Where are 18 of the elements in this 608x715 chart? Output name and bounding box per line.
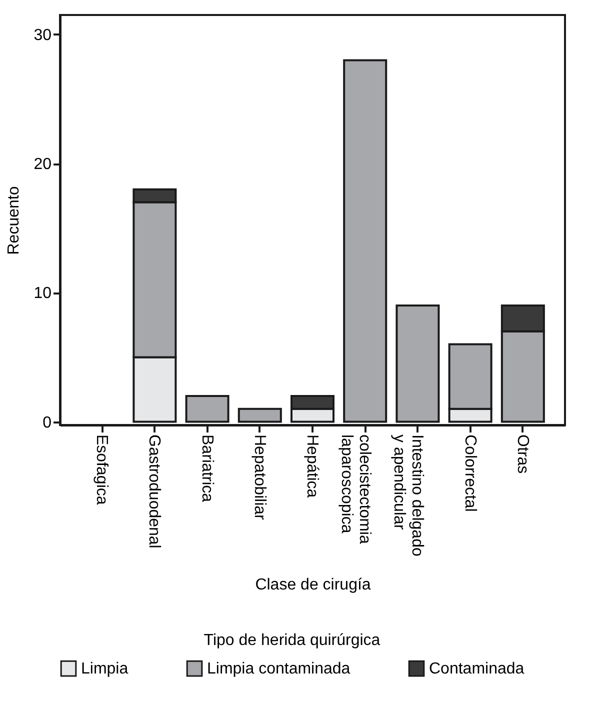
x-tick-label: Gastroduodenal: [146, 434, 163, 548]
y-tick-label: 10: [34, 285, 52, 302]
y-tick-label: 20: [34, 156, 52, 174]
x-tick-label: colecistectomia laparoscopica: [338, 434, 374, 544]
x-tick-label: Colorrectal: [461, 434, 478, 512]
x-tick-label: Otras: [514, 434, 531, 474]
legend-label: Contaminada: [429, 660, 524, 678]
y-tick-label: 0: [42, 414, 52, 432]
legend-title: Tipo de herida quirúrgica: [204, 632, 380, 649]
x-tick-label: Esofagica: [93, 434, 110, 505]
x-tick-label: Bariatrica: [198, 434, 216, 502]
y-tick-label: 30: [34, 26, 52, 44]
x-axis-title: Clase de cirugía: [255, 576, 371, 594]
x-tick-label: Hepatobiliar: [250, 434, 268, 521]
legend-label: Limpia contaminada: [207, 660, 350, 678]
x-tick-label: Hepática: [304, 434, 320, 498]
legend-label: Limpia: [81, 660, 128, 678]
y-axis-title: Recuento: [6, 186, 23, 255]
